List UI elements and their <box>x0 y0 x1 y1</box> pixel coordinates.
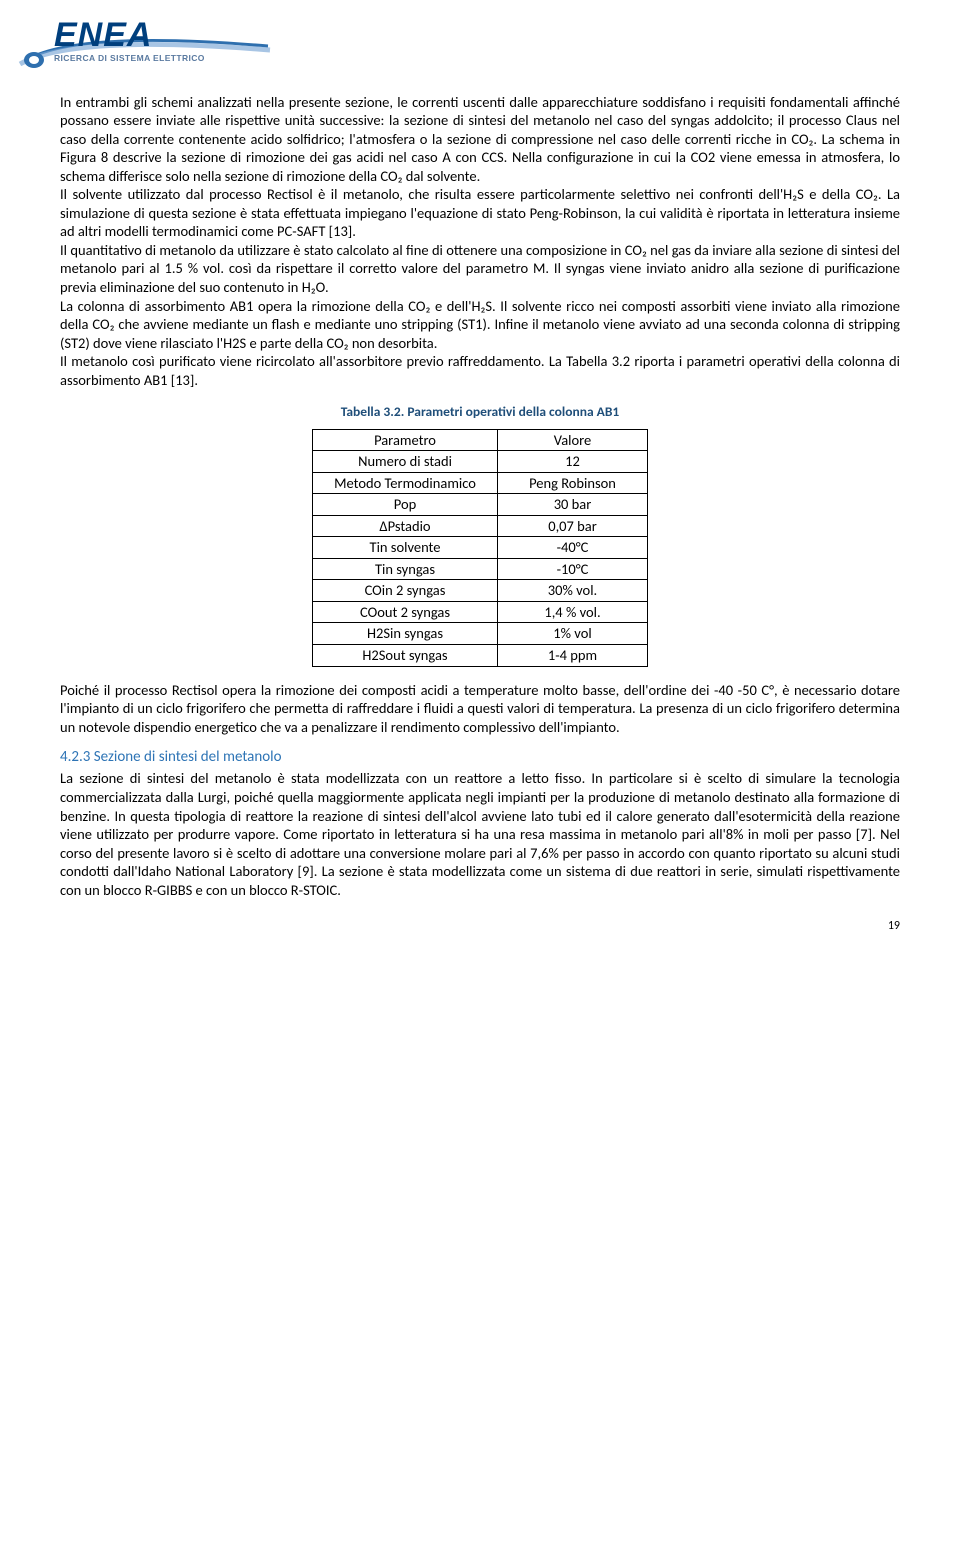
enea-logo: ENEA RICERCA DI SISTEMA ELETTRICO <box>18 10 278 76</box>
logo-sub-text: RICERCA DI SISTEMA ELETTRICO <box>54 53 205 63</box>
table-cell: 0,07 bar <box>498 515 648 537</box>
table-header-row: Parametro Valore <box>313 429 648 451</box>
table-row: H2Sout syngas1-4 ppm <box>313 645 648 667</box>
table-cell: -10°C <box>498 558 648 580</box>
table-cell: 12 <box>498 451 648 473</box>
parameters-table: Parametro Valore Numero di stadi12 Metod… <box>312 429 648 667</box>
section-heading: 4.2.3 Sezione di sintesi del metanolo <box>60 748 900 767</box>
table-row: COin 2 syngas30% vol. <box>313 580 648 602</box>
table-cell: Peng Robinson <box>498 472 648 494</box>
table-cell: -40°C <box>498 537 648 559</box>
table-header-cell: Parametro <box>313 429 498 451</box>
table-row: Pop30 bar <box>313 494 648 516</box>
table-cell: H2Sout syngas <box>313 645 498 667</box>
table-row: H2Sin syngas1% vol <box>313 623 648 645</box>
table-caption: Tabella 3.2. Parametri operativi della c… <box>60 403 900 420</box>
table-cell: COout 2 syngas <box>313 601 498 623</box>
paragraph-2: Il solvente utilizzato dal processo Rect… <box>60 185 900 241</box>
table-header-cell: Valore <box>498 429 648 451</box>
table-cell: H2Sin syngas <box>313 623 498 645</box>
table-row: COout 2 syngas1,4 % vol. <box>313 601 648 623</box>
logo-main-text: ENEA <box>54 16 152 54</box>
table-cell: 1,4 % vol. <box>498 601 648 623</box>
paragraph-7: La sezione di sintesi del metanolo è sta… <box>60 769 900 899</box>
table-cell: Pop <box>313 494 498 516</box>
paragraph-6: Poiché il processo Rectisol opera la rim… <box>60 681 900 737</box>
table-cell: COin 2 syngas <box>313 580 498 602</box>
table-cell: ΔPstadio <box>313 515 498 537</box>
table-row: Numero di stadi12 <box>313 451 648 473</box>
table-cell: Metodo Termodinamico <box>313 472 498 494</box>
table-cell: Tin syngas <box>313 558 498 580</box>
page-number: 19 <box>0 913 960 944</box>
paragraph-5: Il metanolo così purificato viene ricirc… <box>60 352 900 389</box>
table-cell: 1% vol <box>498 623 648 645</box>
paragraph-4: La colonna di assorbimento AB1 opera la … <box>60 297 900 353</box>
table-cell: Numero di stadi <box>313 451 498 473</box>
table-row: Metodo TermodinamicoPeng Robinson <box>313 472 648 494</box>
header-logo-bar: ENEA RICERCA DI SISTEMA ELETTRICO <box>0 0 960 87</box>
table-cell: Tin solvente <box>313 537 498 559</box>
table-row: Tin syngas-10°C <box>313 558 648 580</box>
table-row: Tin solvente-40°C <box>313 537 648 559</box>
paragraph-3: Il quantitativo di metanolo da utilizzar… <box>60 241 900 297</box>
table-cell: 1-4 ppm <box>498 645 648 667</box>
paragraph-1: In entrambi gli schemi analizzati nella … <box>60 93 900 186</box>
table-cell: 30% vol. <box>498 580 648 602</box>
page-content: In entrambi gli schemi analizzati nella … <box>0 87 960 914</box>
table-row: ΔPstadio0,07 bar <box>313 515 648 537</box>
table-cell: 30 bar <box>498 494 648 516</box>
